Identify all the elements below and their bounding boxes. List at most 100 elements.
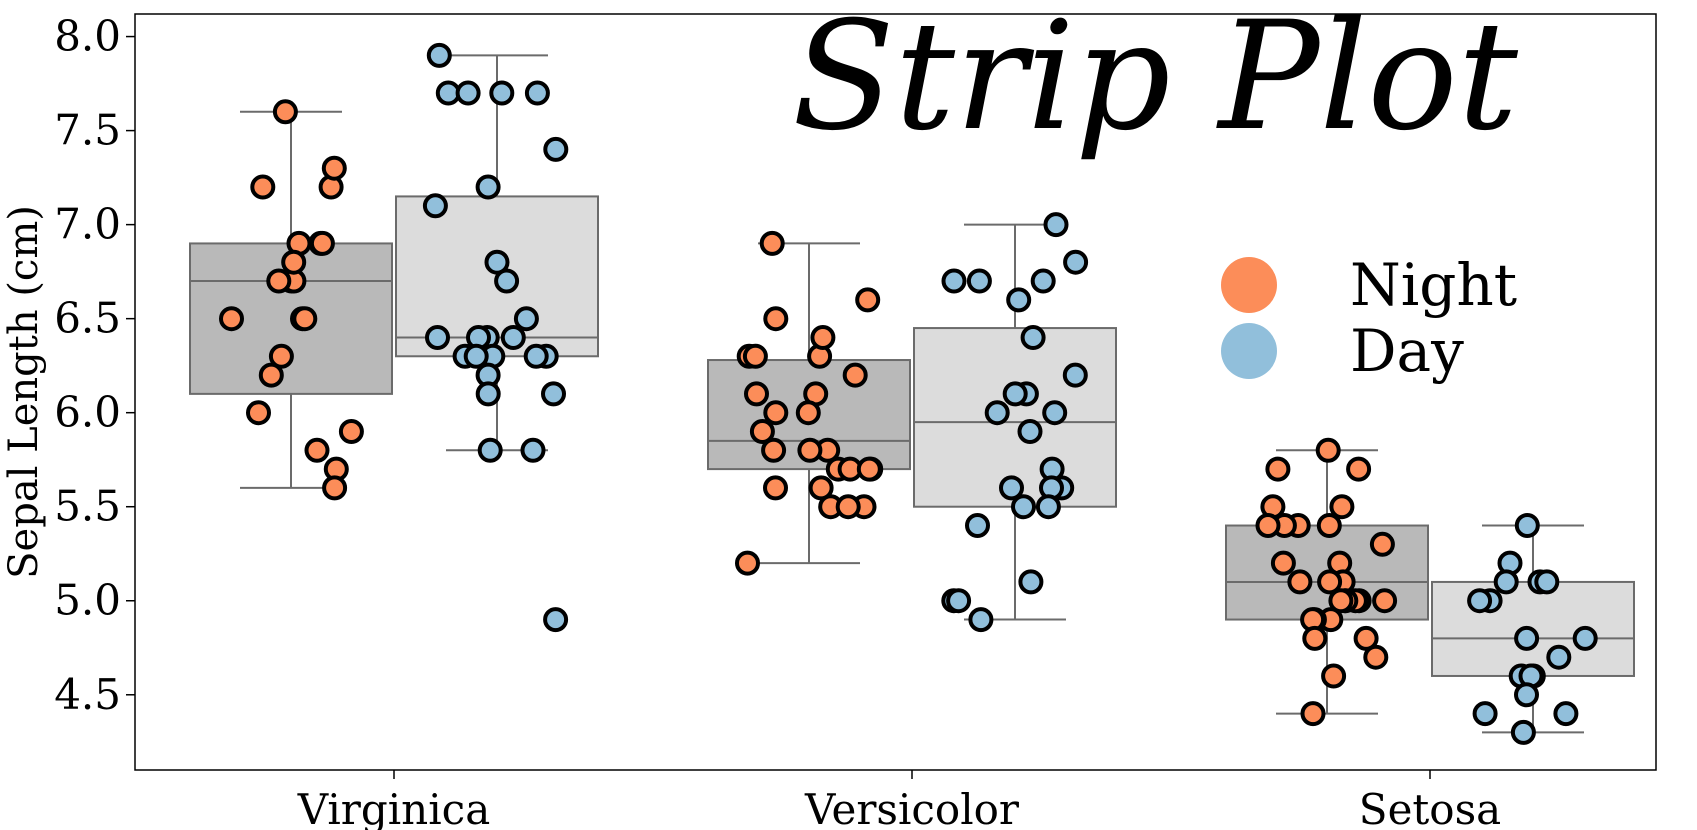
point-day bbox=[426, 42, 452, 68]
x-tick-label: Virginica bbox=[297, 785, 490, 830]
point-day bbox=[968, 607, 994, 633]
point-night bbox=[835, 494, 861, 520]
point-day bbox=[520, 437, 546, 463]
y-tick-label: 6.5 bbox=[54, 294, 121, 343]
legend-item-day: Day bbox=[1221, 317, 1464, 385]
point-day bbox=[1030, 268, 1056, 294]
point-day bbox=[1011, 494, 1036, 520]
point-night bbox=[1321, 663, 1347, 689]
y-axis-label: Sepal Length (cm) bbox=[1, 205, 47, 579]
point-day bbox=[999, 475, 1024, 501]
point-day bbox=[984, 400, 1010, 426]
y-tick-label: 7.0 bbox=[54, 200, 121, 249]
y-tick-label: 5.0 bbox=[54, 576, 121, 625]
point-night bbox=[763, 475, 788, 501]
point-night bbox=[795, 400, 821, 426]
point-night bbox=[338, 419, 364, 444]
y-tick-label: 5.5 bbox=[54, 482, 121, 531]
point-day bbox=[484, 249, 510, 275]
point-day bbox=[475, 174, 501, 200]
point-night bbox=[855, 287, 881, 313]
legend-item-night: Night bbox=[1221, 251, 1517, 319]
point-day bbox=[489, 80, 515, 106]
point-night bbox=[266, 268, 292, 294]
point-night bbox=[797, 437, 823, 463]
point-night bbox=[272, 99, 298, 125]
x-axis: Virginica Versicolor Setosa bbox=[297, 770, 1501, 830]
point-night bbox=[1363, 644, 1389, 670]
point-night bbox=[1316, 513, 1342, 538]
point-night bbox=[1300, 701, 1326, 727]
point-day bbox=[1514, 682, 1539, 708]
point-night bbox=[810, 325, 836, 350]
y-tick-label: 6.0 bbox=[54, 388, 121, 437]
point-day bbox=[1063, 249, 1089, 275]
point-day bbox=[1002, 381, 1028, 407]
point-day bbox=[946, 588, 972, 614]
point-day bbox=[463, 343, 489, 369]
point-day bbox=[543, 136, 569, 162]
legend-marker bbox=[1221, 323, 1277, 379]
y-tick-label: 7.5 bbox=[54, 106, 121, 155]
point-night bbox=[219, 306, 244, 332]
point-day bbox=[966, 268, 992, 294]
legend-label: Day bbox=[1350, 317, 1464, 385]
point-night bbox=[1353, 625, 1379, 651]
point-day bbox=[455, 80, 481, 106]
point-night bbox=[322, 475, 348, 501]
point-day bbox=[1020, 325, 1046, 350]
point-night bbox=[856, 456, 882, 482]
point-day bbox=[1514, 513, 1540, 538]
x-tick-label: Setosa bbox=[1359, 785, 1501, 830]
point-day bbox=[965, 513, 990, 538]
point-day bbox=[500, 325, 526, 350]
point-day bbox=[1017, 419, 1043, 444]
point-night bbox=[321, 155, 347, 181]
point-night bbox=[1270, 550, 1296, 576]
point-day bbox=[425, 325, 450, 350]
point-day bbox=[513, 306, 539, 332]
y-tick-label: 4.5 bbox=[54, 670, 121, 719]
point-day bbox=[1514, 625, 1540, 651]
point-day bbox=[1510, 719, 1536, 745]
point-day bbox=[1042, 400, 1068, 426]
point-night bbox=[1329, 494, 1355, 520]
point-night bbox=[1346, 456, 1372, 482]
point-day bbox=[422, 193, 448, 219]
point-day bbox=[523, 343, 549, 369]
y-axis: 4.5 5.0 5.5 6.0 6.5 7.0 7.5 8.0 bbox=[54, 12, 135, 719]
point-night bbox=[1369, 531, 1395, 557]
point-night bbox=[763, 400, 789, 426]
point-night bbox=[1328, 588, 1354, 614]
point-night bbox=[763, 306, 789, 332]
point-night bbox=[1302, 625, 1328, 651]
point-night bbox=[735, 550, 760, 576]
point-night bbox=[258, 362, 284, 388]
chart-title: Strip Plot bbox=[792, 0, 1519, 164]
point-day bbox=[1035, 494, 1061, 520]
point-day bbox=[1572, 625, 1598, 651]
point-night bbox=[742, 343, 768, 369]
point-night bbox=[808, 475, 834, 501]
point-night bbox=[246, 400, 271, 426]
point-day bbox=[541, 381, 566, 407]
point-night bbox=[761, 437, 787, 463]
point-night bbox=[1315, 437, 1341, 463]
point-day bbox=[524, 80, 550, 106]
point-day bbox=[1062, 362, 1088, 388]
point-night bbox=[1372, 588, 1398, 614]
y-tick-label: 8.0 bbox=[54, 12, 121, 61]
point-day bbox=[1043, 212, 1069, 238]
point-night bbox=[304, 437, 330, 463]
point-day bbox=[1546, 644, 1572, 670]
plot-frame bbox=[134, 13, 1657, 771]
point-day bbox=[1553, 701, 1579, 727]
point-night bbox=[842, 362, 868, 388]
point-night bbox=[250, 174, 276, 200]
point-day bbox=[475, 381, 501, 407]
legend-label: Night bbox=[1350, 251, 1517, 319]
point-day bbox=[1018, 569, 1044, 595]
point-day bbox=[1534, 569, 1560, 595]
